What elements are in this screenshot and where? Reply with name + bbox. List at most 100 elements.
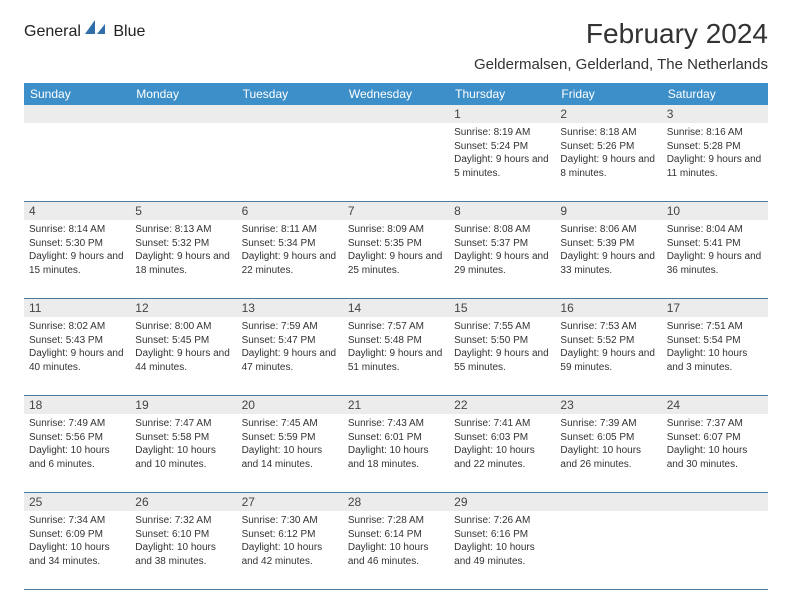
day-number: 7 <box>343 202 449 220</box>
day-number: 6 <box>237 202 343 220</box>
day-cell: Sunrise: 7:32 AMSunset: 6:10 PMDaylight:… <box>130 511 236 589</box>
day-number <box>343 105 449 123</box>
day-cell: Sunrise: 7:43 AMSunset: 6:01 PMDaylight:… <box>343 414 449 492</box>
day-cell: Sunrise: 8:09 AMSunset: 5:35 PMDaylight:… <box>343 220 449 298</box>
daynum-row: 18192021222324 <box>24 396 768 414</box>
sunset-text: Sunset: 5:52 PM <box>560 334 656 348</box>
day-number: 4 <box>24 202 130 220</box>
daylight-text: Daylight: 9 hours and 44 minutes. <box>135 347 231 374</box>
daylight-text: Daylight: 9 hours and 51 minutes. <box>348 347 444 374</box>
day-cell: Sunrise: 7:45 AMSunset: 5:59 PMDaylight:… <box>237 414 343 492</box>
sunrise-text: Sunrise: 7:28 AM <box>348 514 444 528</box>
title-block: February 2024 Geldermalsen, Gelderland, … <box>474 18 768 73</box>
daylight-text: Daylight: 9 hours and 11 minutes. <box>667 153 763 180</box>
day-header: Tuesday <box>237 83 343 105</box>
day-number: 11 <box>24 299 130 317</box>
weeks-container: 123Sunrise: 8:19 AMSunset: 5:24 PMDaylig… <box>24 105 768 590</box>
day-number: 10 <box>662 202 768 220</box>
day-number <box>24 105 130 123</box>
sunset-text: Sunset: 5:35 PM <box>348 237 444 251</box>
sunrise-text: Sunrise: 7:55 AM <box>454 320 550 334</box>
sunset-text: Sunset: 5:30 PM <box>29 237 125 251</box>
header: General Blue February 2024 Geldermalsen,… <box>24 18 768 73</box>
sunset-text: Sunset: 5:39 PM <box>560 237 656 251</box>
day-cell: Sunrise: 7:37 AMSunset: 6:07 PMDaylight:… <box>662 414 768 492</box>
day-number: 29 <box>449 493 555 511</box>
daylight-text: Daylight: 10 hours and 6 minutes. <box>29 444 125 471</box>
sunset-text: Sunset: 5:58 PM <box>135 431 231 445</box>
daylight-text: Daylight: 10 hours and 26 minutes. <box>560 444 656 471</box>
week-row: Sunrise: 7:34 AMSunset: 6:09 PMDaylight:… <box>24 511 768 590</box>
day-cell: Sunrise: 7:47 AMSunset: 5:58 PMDaylight:… <box>130 414 236 492</box>
sunrise-text: Sunrise: 8:02 AM <box>29 320 125 334</box>
sunrise-text: Sunrise: 8:14 AM <box>29 223 125 237</box>
week-row: Sunrise: 8:19 AMSunset: 5:24 PMDaylight:… <box>24 123 768 202</box>
daynum-row: 45678910 <box>24 202 768 220</box>
day-header: Monday <box>130 83 236 105</box>
daylight-text: Daylight: 10 hours and 49 minutes. <box>454 541 550 568</box>
daylight-text: Daylight: 9 hours and 36 minutes. <box>667 250 763 277</box>
sunrise-text: Sunrise: 8:06 AM <box>560 223 656 237</box>
day-header: Thursday <box>449 83 555 105</box>
day-number: 5 <box>130 202 236 220</box>
day-header-row: Sunday Monday Tuesday Wednesday Thursday… <box>24 83 768 105</box>
month-title: February 2024 <box>474 18 768 50</box>
day-cell: Sunrise: 8:19 AMSunset: 5:24 PMDaylight:… <box>449 123 555 201</box>
sunset-text: Sunset: 5:28 PM <box>667 140 763 154</box>
sunset-text: Sunset: 6:09 PM <box>29 528 125 542</box>
sunset-text: Sunset: 5:32 PM <box>135 237 231 251</box>
daylight-text: Daylight: 9 hours and 5 minutes. <box>454 153 550 180</box>
sunrise-text: Sunrise: 7:57 AM <box>348 320 444 334</box>
sunrise-text: Sunrise: 7:45 AM <box>242 417 338 431</box>
sunset-text: Sunset: 5:43 PM <box>29 334 125 348</box>
daylight-text: Daylight: 10 hours and 30 minutes. <box>667 444 763 471</box>
day-cell: Sunrise: 8:11 AMSunset: 5:34 PMDaylight:… <box>237 220 343 298</box>
daylight-text: Daylight: 10 hours and 10 minutes. <box>135 444 231 471</box>
day-number: 27 <box>237 493 343 511</box>
day-header: Wednesday <box>343 83 449 105</box>
sunrise-text: Sunrise: 7:41 AM <box>454 417 550 431</box>
sunset-text: Sunset: 5:47 PM <box>242 334 338 348</box>
week-row: Sunrise: 8:14 AMSunset: 5:30 PM Daylight:… <box>24 220 768 299</box>
daylight-text: Daylight: 9 hours and 22 minutes. <box>242 250 338 277</box>
day-cell <box>130 123 236 201</box>
day-cell: Sunrise: 7:28 AMSunset: 6:14 PMDaylight:… <box>343 511 449 589</box>
sunset-text: Sunset: 5:24 PM <box>454 140 550 154</box>
day-cell: Sunrise: 8:08 AMSunset: 5:37 PMDaylight:… <box>449 220 555 298</box>
sunset-text: Sunset: 5:41 PM <box>667 237 763 251</box>
daylight-text: Daylight: 10 hours and 18 minutes. <box>348 444 444 471</box>
day-cell: Sunrise: 8:06 AMSunset: 5:39 PMDaylight:… <box>555 220 661 298</box>
day-cell: Sunrise: 7:30 AMSunset: 6:12 PMDaylight:… <box>237 511 343 589</box>
daylight-text: Daylight: 9 hours and 25 minutes. <box>348 250 444 277</box>
day-number: 12 <box>130 299 236 317</box>
day-header: Sunday <box>24 83 130 105</box>
sunset-text: Sunset: 6:07 PM <box>667 431 763 445</box>
day-number: 19 <box>130 396 236 414</box>
day-number: 13 <box>237 299 343 317</box>
sunset-text: Sunset: 5:34 PM <box>242 237 338 251</box>
day-number: 20 <box>237 396 343 414</box>
day-cell: Sunrise: 7:26 AMSunset: 6:16 PMDaylight:… <box>449 511 555 589</box>
sunrise-text: Sunrise: 8:09 AM <box>348 223 444 237</box>
day-cell <box>555 511 661 589</box>
calendar: Sunday Monday Tuesday Wednesday Thursday… <box>24 83 768 590</box>
day-cell: Sunrise: 7:59 AMSunset: 5:47 PMDaylight:… <box>237 317 343 395</box>
sunrise-text: Sunrise: 7:49 AM <box>29 417 125 431</box>
sunrise-text: Sunrise: 7:53 AM <box>560 320 656 334</box>
sunset-text: Sunset: 6:05 PM <box>560 431 656 445</box>
sunset-text: Sunset: 5:26 PM <box>560 140 656 154</box>
daynum-row: 2526272829 <box>24 493 768 511</box>
sunrise-text: Sunrise: 8:16 AM <box>667 126 763 140</box>
daylight-text: Daylight: 9 hours and 18 minutes. <box>135 250 231 277</box>
day-number: 17 <box>662 299 768 317</box>
day-number: 21 <box>343 396 449 414</box>
sunrise-text: Sunrise: 7:51 AM <box>667 320 763 334</box>
daylight-text: Daylight: 9 hours and 55 minutes. <box>454 347 550 374</box>
sunset-text: Sunset: 6:16 PM <box>454 528 550 542</box>
sunrise-text: Sunrise: 8:18 AM <box>560 126 656 140</box>
day-cell <box>662 511 768 589</box>
daylight-text: Daylight: 10 hours and 42 minutes. <box>242 541 338 568</box>
day-cell <box>24 123 130 201</box>
daylight-text: Daylight: 10 hours and 38 minutes. <box>135 541 231 568</box>
daynum-row: 123 <box>24 105 768 123</box>
